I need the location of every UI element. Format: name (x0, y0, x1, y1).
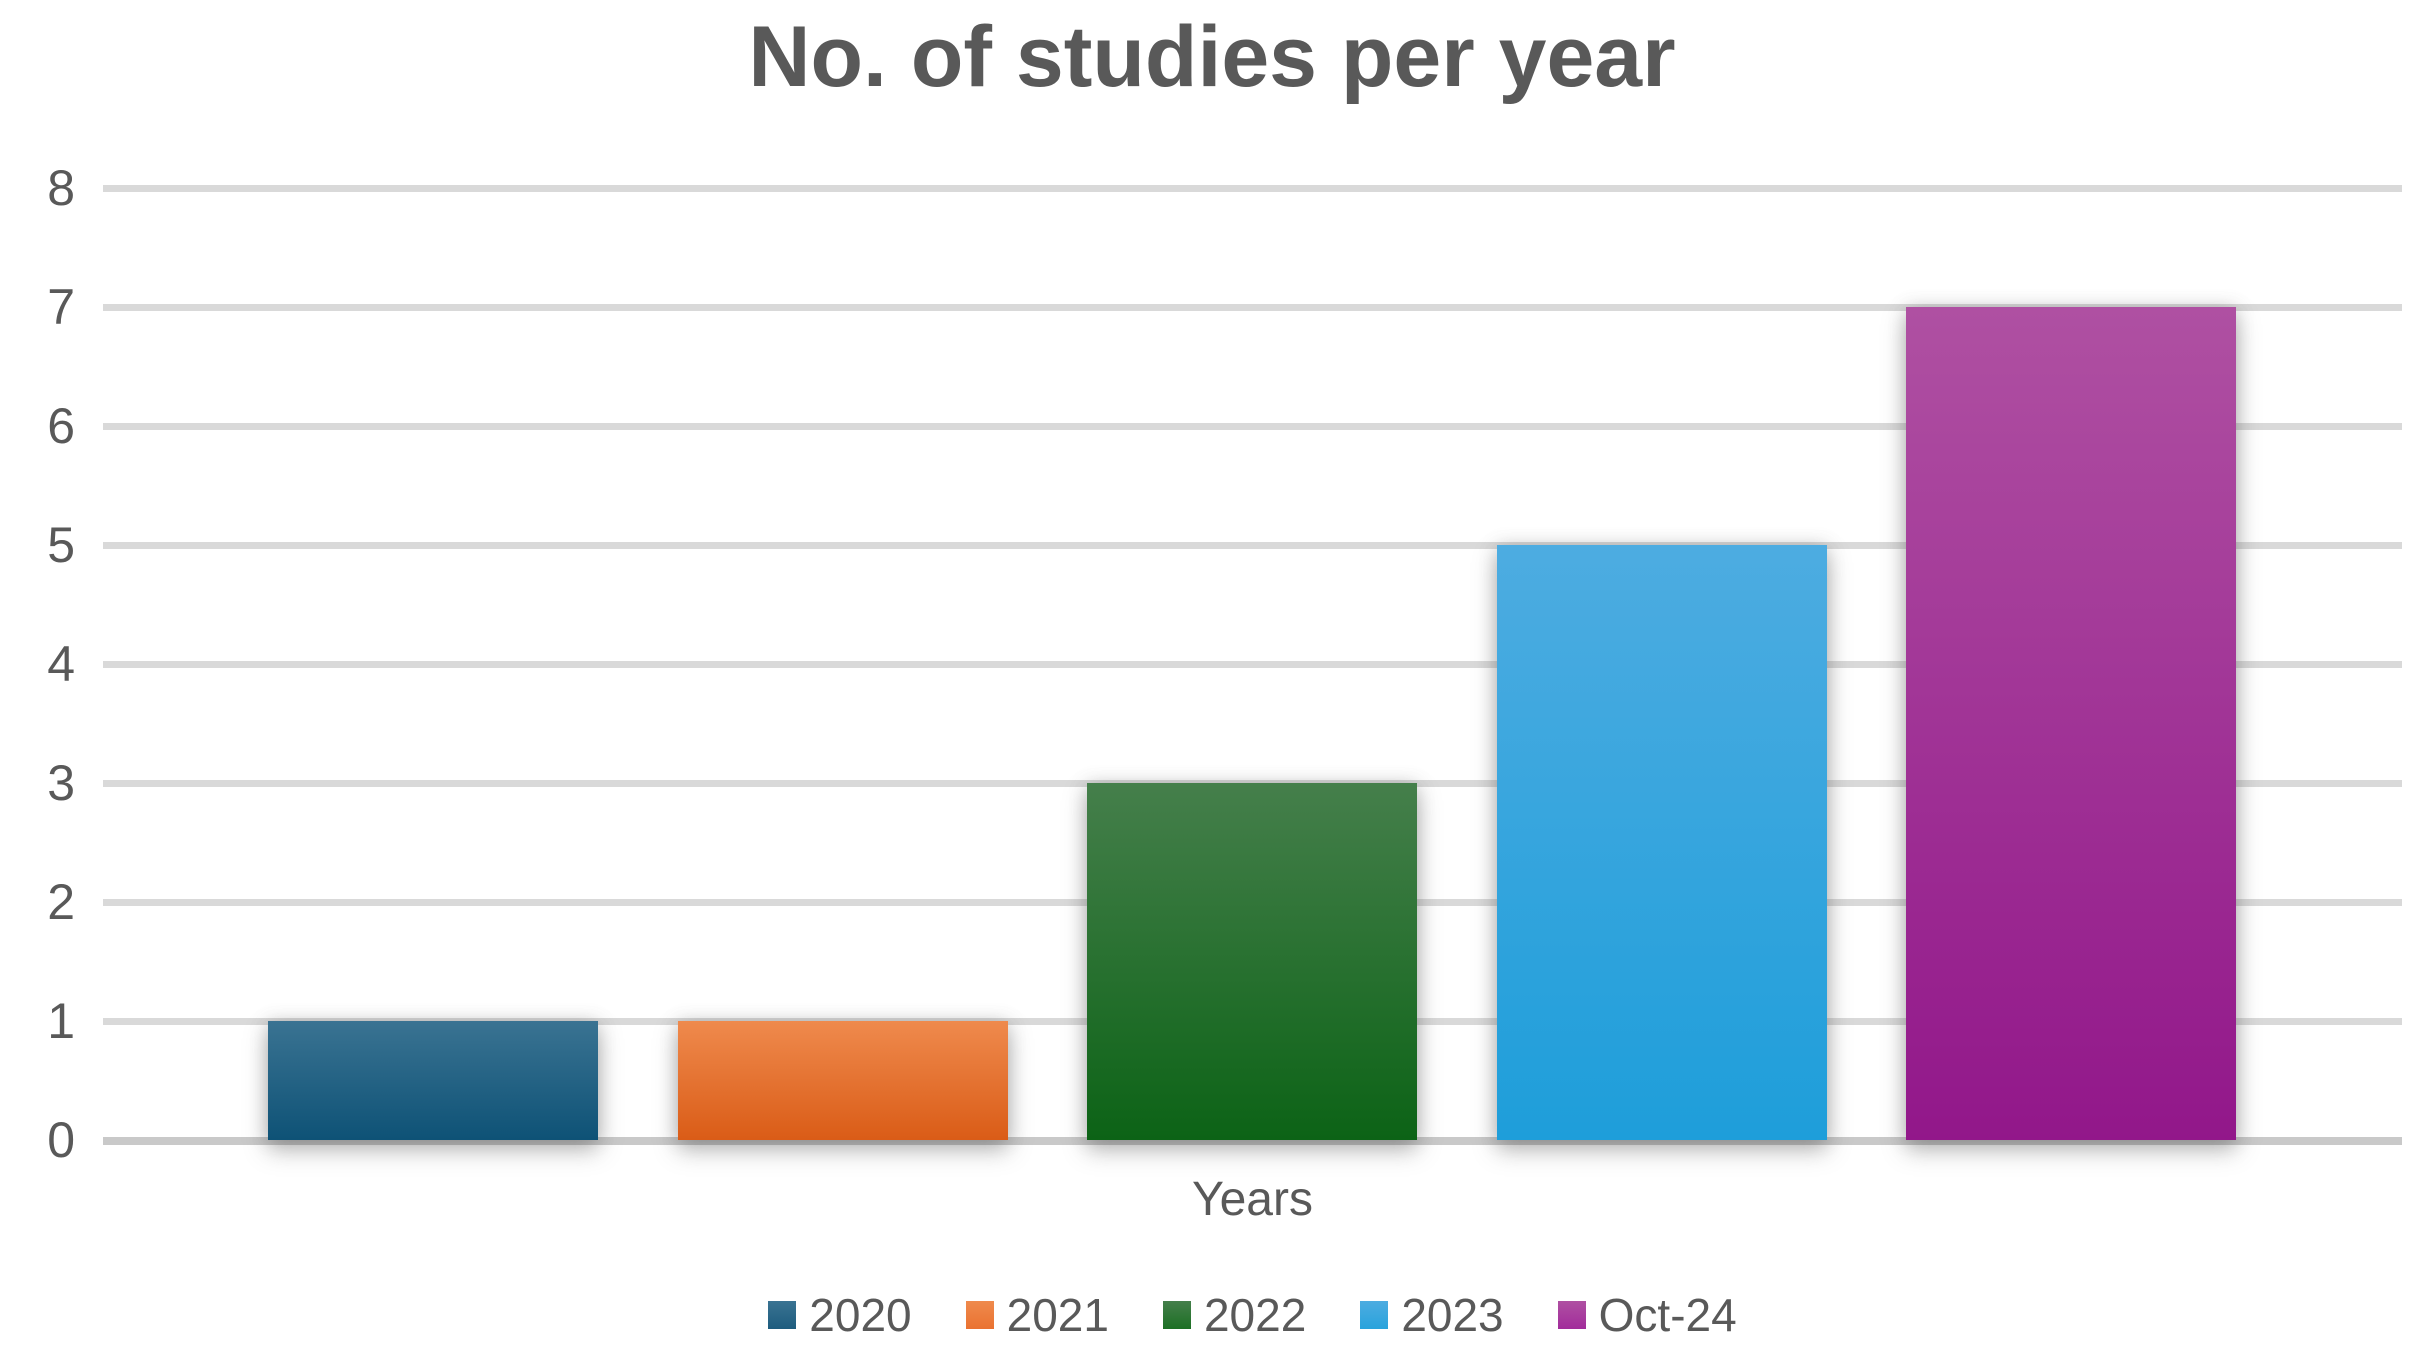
legend-label: 2021 (1006, 1289, 1109, 1341)
legend: 2020 2021 2022 2023 Oct-24 (103, 1288, 2402, 1342)
bar-2021[interactable] (678, 1021, 1008, 1140)
legend-swatch-icon (768, 1301, 797, 1329)
gridline (103, 541, 2402, 549)
y-tick-label: 3 (47, 755, 75, 811)
gridline (103, 184, 2402, 192)
y-tick-label: 6 (47, 398, 75, 454)
legend-item-2023[interactable]: 2023 (1360, 1288, 1504, 1342)
legend-item-2021[interactable]: 2021 (965, 1288, 1109, 1342)
legend-label: Oct-24 (1598, 1289, 1737, 1341)
legend-item-2022[interactable]: 2022 (1162, 1288, 1307, 1342)
gridline (103, 303, 2402, 311)
x-axis-label: Years (1192, 1173, 1313, 1226)
gridline (103, 660, 2402, 668)
y-tick-label: 2 (47, 874, 75, 930)
y-tick-label: 4 (47, 636, 75, 692)
legend-item-2020[interactable]: 2020 (768, 1288, 912, 1342)
y-axis: 0 1 2 3 4 5 6 7 8 (0, 140, 75, 1168)
legend-swatch-icon (965, 1301, 994, 1329)
gridline (103, 422, 2402, 430)
y-tick-label: 7 (47, 279, 75, 335)
bar-2023[interactable] (1497, 545, 1827, 1140)
plot-area (103, 140, 2402, 1145)
bar-oct-24[interactable] (1906, 307, 2236, 1140)
y-tick-label: 1 (47, 993, 75, 1049)
legend-label: 2020 (809, 1289, 912, 1341)
y-tick-label: 0 (47, 1112, 75, 1168)
legend-swatch-icon (1162, 1301, 1191, 1329)
legend-label: 2023 (1401, 1289, 1504, 1341)
y-tick-label: 5 (47, 517, 75, 573)
chart-title: No. of studies per year (748, 9, 1676, 105)
legend-swatch-icon (1557, 1301, 1586, 1329)
bar-2022[interactable] (1087, 783, 1417, 1140)
legend-swatch-icon (1360, 1301, 1389, 1329)
y-tick-label: 8 (47, 160, 75, 216)
legend-label: 2022 (1203, 1289, 1307, 1341)
x-axis-line (103, 1136, 2402, 1145)
bar-2020[interactable] (268, 1021, 598, 1140)
legend-item-oct-24[interactable]: Oct-24 (1557, 1288, 1737, 1342)
